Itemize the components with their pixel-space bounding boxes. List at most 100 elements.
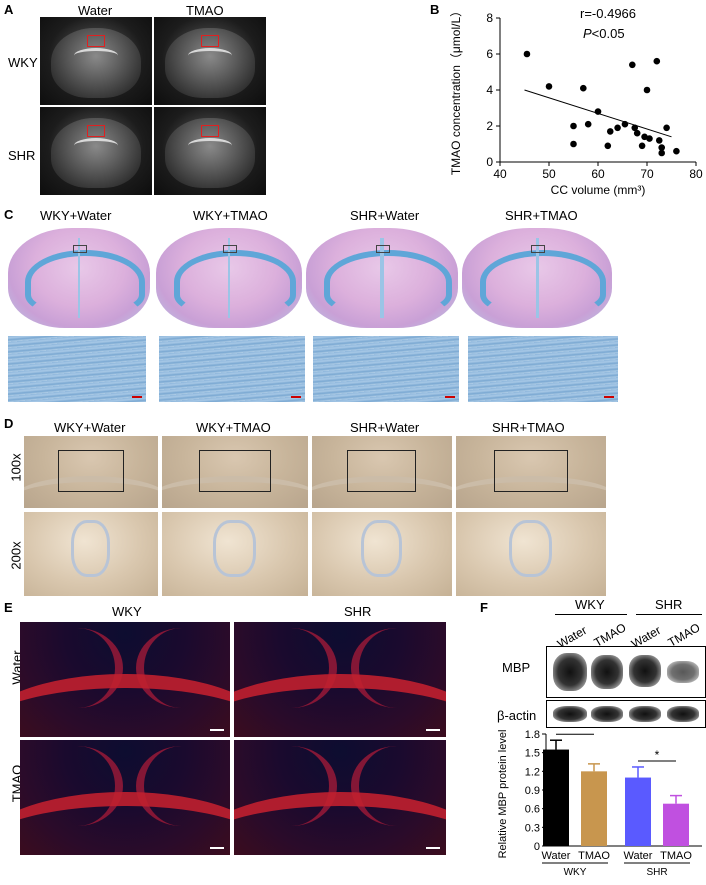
blot-group-shr: SHR [655, 597, 683, 612]
panel-d-title-1: WKY+Water [54, 420, 126, 435]
panel-b-label: B [430, 2, 440, 17]
ihc-200x-3 [312, 512, 452, 596]
bar-x-tick-label: TMAO [660, 850, 692, 862]
scatter-y-tick-label: 8 [486, 11, 493, 25]
panel-f-label: F [480, 600, 488, 615]
mri-image-wky-water [40, 17, 152, 105]
bar-y-axis-label: Relative MBP protein level [497, 730, 509, 859]
bar [581, 771, 607, 846]
mri-image-wky-tmao [154, 17, 266, 105]
fluo-shr-tmao [234, 740, 446, 855]
panel-d-title-4: SHR+TMAO [492, 420, 565, 435]
panel-e-col-wky: WKY [112, 604, 142, 619]
panel-d-label: D [4, 416, 14, 431]
scatter-y-tick-label: 6 [486, 47, 493, 61]
blot-label-bactin: β-actin [497, 708, 537, 723]
bar-y-tick-label: 0.6 [525, 804, 540, 816]
bar [625, 777, 651, 846]
scatter-x-tick-label: 60 [591, 167, 605, 181]
scatter-point [658, 144, 665, 151]
scatter-point [580, 84, 587, 92]
scatter-point [570, 122, 577, 130]
panel-a-row-shr: SHR [8, 148, 36, 163]
lfb-zoom-4 [468, 336, 618, 402]
lfb-whole-brain-3 [306, 228, 458, 328]
scatter-point [655, 137, 663, 144]
panel-e-label: E [4, 600, 13, 615]
blot-group-wky-line [555, 614, 627, 615]
bar-x-tick-label: Water [542, 850, 571, 862]
ihc-100x-1 [24, 436, 158, 508]
fluo-wky-tmao [20, 740, 230, 855]
scatter-p-annotation: P<0.05 [583, 26, 625, 41]
scatter-point [658, 149, 665, 157]
panel-c-title-4: SHR+TMAO [505, 208, 578, 223]
scatter-point [594, 108, 602, 115]
bar-y-tick-label: 0.3 [525, 822, 540, 834]
scatter-x-tick-label: 70 [640, 167, 654, 181]
panel-d-row-100x: 100x [8, 453, 24, 482]
scatter-point [663, 124, 670, 132]
ihc-100x-4 [456, 436, 606, 508]
scatter-point [606, 128, 614, 135]
ihc-100x-2 [162, 436, 308, 508]
bar-x-tick-label: Water [624, 850, 653, 862]
lfb-zoom-3 [313, 336, 459, 402]
panel-d-title-2: WKY+TMAO [196, 420, 271, 435]
scatter-x-tick-label: 40 [493, 167, 507, 181]
panel-c-title-2: WKY+TMAO [193, 208, 268, 223]
mri-image-shr-tmao [154, 107, 266, 195]
scatter-point [643, 86, 651, 94]
blot-group-shr-line [636, 614, 702, 615]
scatter-point [638, 142, 646, 150]
panel-c-label: C [4, 207, 14, 222]
bar-y-tick-label: 1.5 [525, 748, 540, 760]
sig-star: * [655, 748, 660, 762]
scatter-x-axis-label: CC volume (mm³) [551, 183, 646, 197]
scatter-point [523, 50, 531, 58]
mri-image-shr-water [40, 107, 152, 195]
bar-chart-f: 0 0.3 0.6 0.9 1.2 1.5 1.8 Relative MBP protein … [497, 728, 702, 878]
lfb-zoom-1 [8, 336, 146, 402]
blot-group-wky: WKY [575, 597, 605, 612]
scatter-point [633, 129, 641, 137]
panel-d-row-200x: 200x [8, 541, 24, 570]
ihc-200x-2 [162, 512, 308, 596]
scatter-point [631, 124, 639, 132]
bar-group-label: WKY [564, 867, 587, 878]
ihc-200x-1 [24, 512, 158, 596]
scatter-y-tick-label: 4 [486, 83, 493, 97]
bar-y-tick-label: 1.8 [525, 729, 540, 741]
lfb-whole-brain-1 [8, 228, 150, 328]
scatter-point [584, 120, 592, 128]
blot-mbp [546, 646, 706, 698]
scatter-point [570, 140, 577, 148]
lfb-whole-brain-4 [462, 228, 612, 328]
sig-star: * [573, 728, 578, 735]
panel-e-col-shr: SHR [344, 604, 372, 619]
fluo-shr-water [234, 622, 446, 737]
panel-a-label: A [4, 2, 14, 17]
scatter-x-tick-label: 80 [689, 167, 703, 181]
panel-c-title-3: SHR+Water [350, 208, 420, 223]
bar-y-tick-label: 0 [534, 841, 540, 853]
scatter-x-tick-label: 50 [542, 167, 556, 181]
bar-y-tick-label: 1.2 [525, 766, 540, 778]
ihc-200x-4 [456, 512, 606, 596]
fluo-wky-water [20, 622, 230, 737]
scatter-point [621, 120, 629, 128]
ihc-100x-3 [312, 436, 452, 508]
scatter-plot-b: 40 50 60 70 80 0 2 4 6 8 CC volume (mm³) TMAO conce… [449, 5, 703, 197]
bar-x-tick-label: TMAO [578, 850, 610, 862]
bar [663, 803, 689, 846]
scatter-point [604, 142, 612, 150]
panel-d-title-3: SHR+Water [350, 420, 420, 435]
scatter-point [629, 61, 636, 69]
bar [543, 749, 569, 846]
panel-a-row-wky: WKY [8, 55, 38, 70]
lfb-zoom-2 [159, 336, 305, 402]
blot-label-mbp: MBP [502, 660, 531, 675]
panel-a-col-tmao: TMAO [186, 3, 224, 18]
scatter-y-tick-label: 2 [486, 119, 493, 133]
panel-c-title-1: WKY+Water [40, 208, 112, 223]
